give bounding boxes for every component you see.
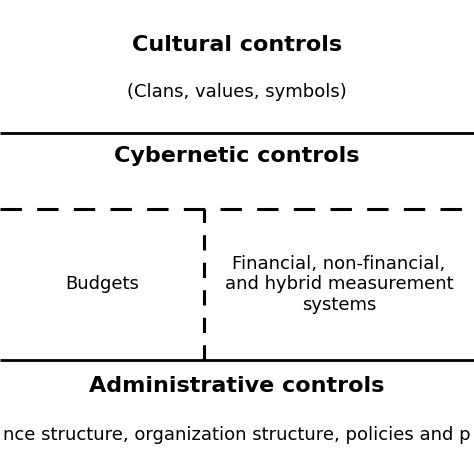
Text: Cultural controls: Cultural controls <box>132 35 342 55</box>
Text: Financial, non-financial,
and hybrid measurement
systems: Financial, non-financial, and hybrid mea… <box>225 255 453 314</box>
Text: nce structure, organization structure, policies and p: nce structure, organization structure, p… <box>3 426 471 444</box>
Text: Budgets: Budgets <box>65 275 139 293</box>
Text: (Clans, values, symbols): (Clans, values, symbols) <box>127 83 347 101</box>
Text: Cybernetic controls: Cybernetic controls <box>114 146 360 166</box>
Text: Administrative controls: Administrative controls <box>89 376 385 396</box>
